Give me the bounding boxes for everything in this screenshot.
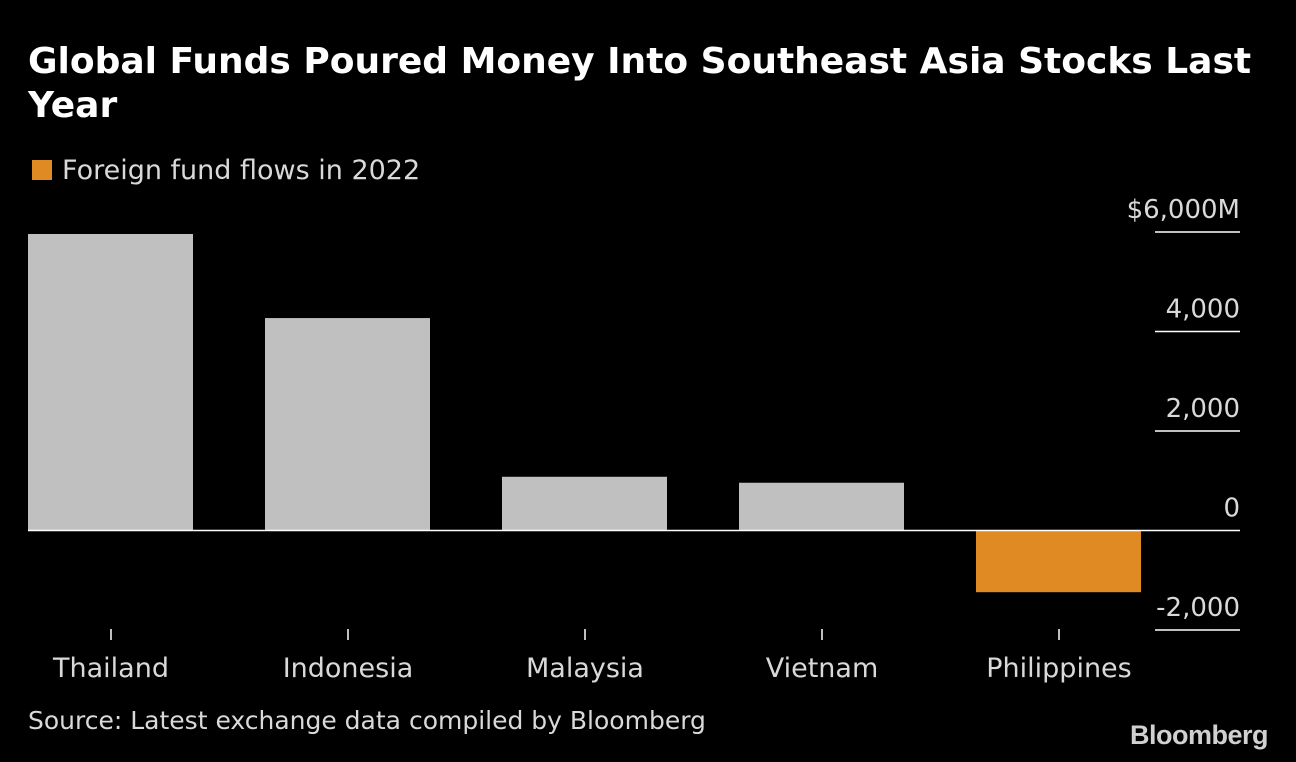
y-tick-label: $6,000M xyxy=(1127,195,1240,225)
bar-vietnam xyxy=(739,482,904,531)
source-note: Source: Latest exchange data compiled by… xyxy=(28,706,706,735)
x-tick-label: Vietnam xyxy=(766,653,879,684)
legend-label: Foreign fund flows in 2022 xyxy=(62,154,421,186)
y-tick-label: 2,000 xyxy=(1166,394,1240,424)
y-tick-label: 4,000 xyxy=(1166,295,1240,325)
y-tick-label: -2,000 xyxy=(1156,593,1240,623)
x-tick-label: Thailand xyxy=(52,653,169,684)
x-tick-label: Malaysia xyxy=(526,653,644,684)
x-tick-label: Philippines xyxy=(986,653,1131,684)
x-tick-label: Indonesia xyxy=(283,653,414,684)
bar-philippines xyxy=(976,530,1141,593)
bar-malaysia xyxy=(502,476,667,531)
legend: Foreign fund flows in 2022 xyxy=(32,154,420,186)
bar-thailand xyxy=(28,233,193,531)
bar-indonesia xyxy=(265,318,430,531)
legend-swatch xyxy=(32,160,52,180)
chart-title: Global Funds Poured Money Into Southeast… xyxy=(28,41,1252,126)
bloomberg-logo: Bloomberg xyxy=(1129,720,1269,750)
y-tick-label: 0 xyxy=(1223,494,1240,524)
